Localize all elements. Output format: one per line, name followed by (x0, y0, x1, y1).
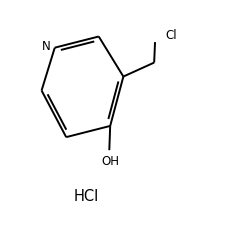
Text: OH: OH (101, 155, 119, 168)
Text: N: N (42, 40, 50, 53)
Text: HCl: HCl (74, 189, 99, 204)
Text: Cl: Cl (165, 30, 177, 42)
